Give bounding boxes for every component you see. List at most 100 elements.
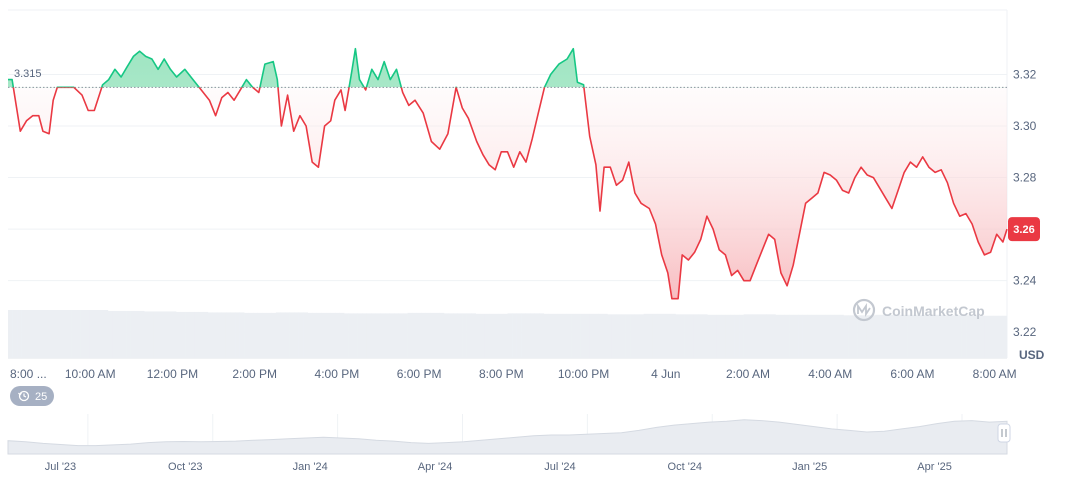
- volume-bar: [362, 313, 368, 358]
- volume-bar: [280, 312, 286, 358]
- volume-bar: [371, 313, 377, 358]
- volume-bar: [380, 313, 386, 358]
- volume-bars: [8, 310, 1008, 358]
- volume-bar: [966, 315, 971, 358]
- volume-bar: [997, 315, 1003, 358]
- volume-bar: [834, 314, 840, 358]
- range-navigator[interactable]: Jul '23 Oct '23 Jan '24 Apr '24 Jul '24 Oct '…: [7, 414, 1011, 473]
- volume-bar: [12, 310, 18, 358]
- volume-bar: [30, 310, 36, 358]
- volume-bar: [244, 312, 249, 358]
- volume-bar: [330, 312, 336, 358]
- volume-bar: [484, 313, 490, 358]
- volume-bar: [643, 313, 649, 358]
- volume-bar: [957, 315, 962, 358]
- volume-bar: [743, 314, 749, 358]
- y-tick-label: 3.32: [1013, 67, 1037, 81]
- volume-bar: [730, 314, 735, 358]
- volume-bar: [498, 313, 504, 358]
- x-tick-label: 10:00 PM: [558, 367, 609, 381]
- volume-bar: [602, 313, 608, 358]
- volume-bar: [666, 313, 672, 358]
- x-tick-label: 4:00 PM: [315, 367, 360, 381]
- x-tick-label: 8:00 PM: [479, 367, 524, 381]
- volume-bar: [775, 314, 781, 358]
- volume-bar: [838, 314, 844, 358]
- price-line-below: [12, 87, 1008, 300]
- volume-bar: [580, 313, 585, 358]
- volume-bar: [116, 310, 122, 358]
- volume-bar: [71, 310, 77, 358]
- volume-bar: [634, 314, 640, 358]
- current-price-badge: 3.26: [1008, 217, 1040, 242]
- volume-bar: [457, 313, 463, 358]
- navigator-tick-label: Oct '23: [168, 461, 203, 473]
- y-tick-label: 3.28: [1013, 171, 1037, 185]
- x-tick-label: 12:00 PM: [147, 367, 198, 381]
- volume-bar: [947, 315, 953, 358]
- volume-bar: [566, 313, 572, 358]
- volume-bar: [575, 313, 581, 358]
- volume-bar: [398, 313, 404, 358]
- volume-bar: [907, 314, 912, 358]
- volume-bar: [739, 314, 744, 358]
- volume-bar: [248, 312, 254, 358]
- volume-bar: [984, 315, 990, 358]
- volume-bar: [571, 313, 576, 358]
- volume-bar: [493, 313, 499, 358]
- volume-bar: [902, 314, 908, 358]
- y-axis-ticks: 3.32 3.30 3.28 3.26 3.24 3.22: [1013, 67, 1037, 339]
- navigator-tick-label: Apr '25: [917, 461, 952, 473]
- price-line-above: [8, 47, 585, 88]
- volume-bar: [475, 313, 481, 358]
- volume-bar: [816, 314, 822, 358]
- volume-bar: [675, 314, 681, 358]
- volume-bar: [416, 312, 422, 358]
- volume-bar: [148, 311, 154, 358]
- volume-bar: [975, 315, 981, 358]
- volume-bar: [321, 312, 327, 358]
- zoom-badge[interactable]: 25: [10, 386, 54, 406]
- y-tick-label: 3.22: [1013, 325, 1037, 339]
- y-tick-label: 3.30: [1013, 119, 1037, 133]
- x-tick-label: 6:00 AM: [890, 367, 934, 381]
- volume-bar: [375, 313, 381, 358]
- volume-bar: [521, 313, 526, 358]
- volume-bar: [829, 314, 835, 358]
- drag-handle-icon[interactable]: [997, 423, 1011, 443]
- volume-bar: [807, 314, 813, 358]
- volume-bar: [239, 312, 245, 358]
- volume-bar: [875, 314, 881, 358]
- volume-bar: [866, 315, 872, 358]
- volume-bar: [389, 313, 395, 358]
- volume-bar: [203, 311, 209, 358]
- volume-bar: [779, 314, 785, 358]
- volume-bar: [993, 315, 999, 358]
- volume-bar: [938, 314, 944, 358]
- volume-bar: [212, 312, 218, 358]
- volume-bar: [425, 312, 431, 358]
- volume-bar: [153, 311, 159, 358]
- x-tick-label: 2:00 PM: [232, 367, 277, 381]
- volume-bar: [334, 312, 340, 358]
- volume-bar: [720, 314, 726, 358]
- volume-bar: [353, 313, 358, 358]
- volume-bar: [194, 311, 200, 358]
- volume-bar: [421, 312, 427, 358]
- volume-bar: [557, 313, 563, 358]
- volume-bar: [943, 315, 949, 358]
- x-tick-label: 4:00 AM: [808, 367, 852, 381]
- volume-bar: [189, 311, 195, 358]
- volume-bar: [339, 312, 345, 358]
- volume-bar: [325, 312, 331, 358]
- volume-bar: [652, 313, 658, 358]
- volume-bar: [670, 313, 676, 358]
- price-area: [8, 48, 1007, 299]
- volume-bar: [62, 310, 68, 358]
- volume-bar: [344, 313, 349, 358]
- logo-text: CoinMarketCap: [882, 303, 985, 319]
- navigator-tick-label: Jul '24: [544, 461, 575, 473]
- volume-bar: [507, 313, 513, 358]
- volume-bar: [348, 313, 354, 358]
